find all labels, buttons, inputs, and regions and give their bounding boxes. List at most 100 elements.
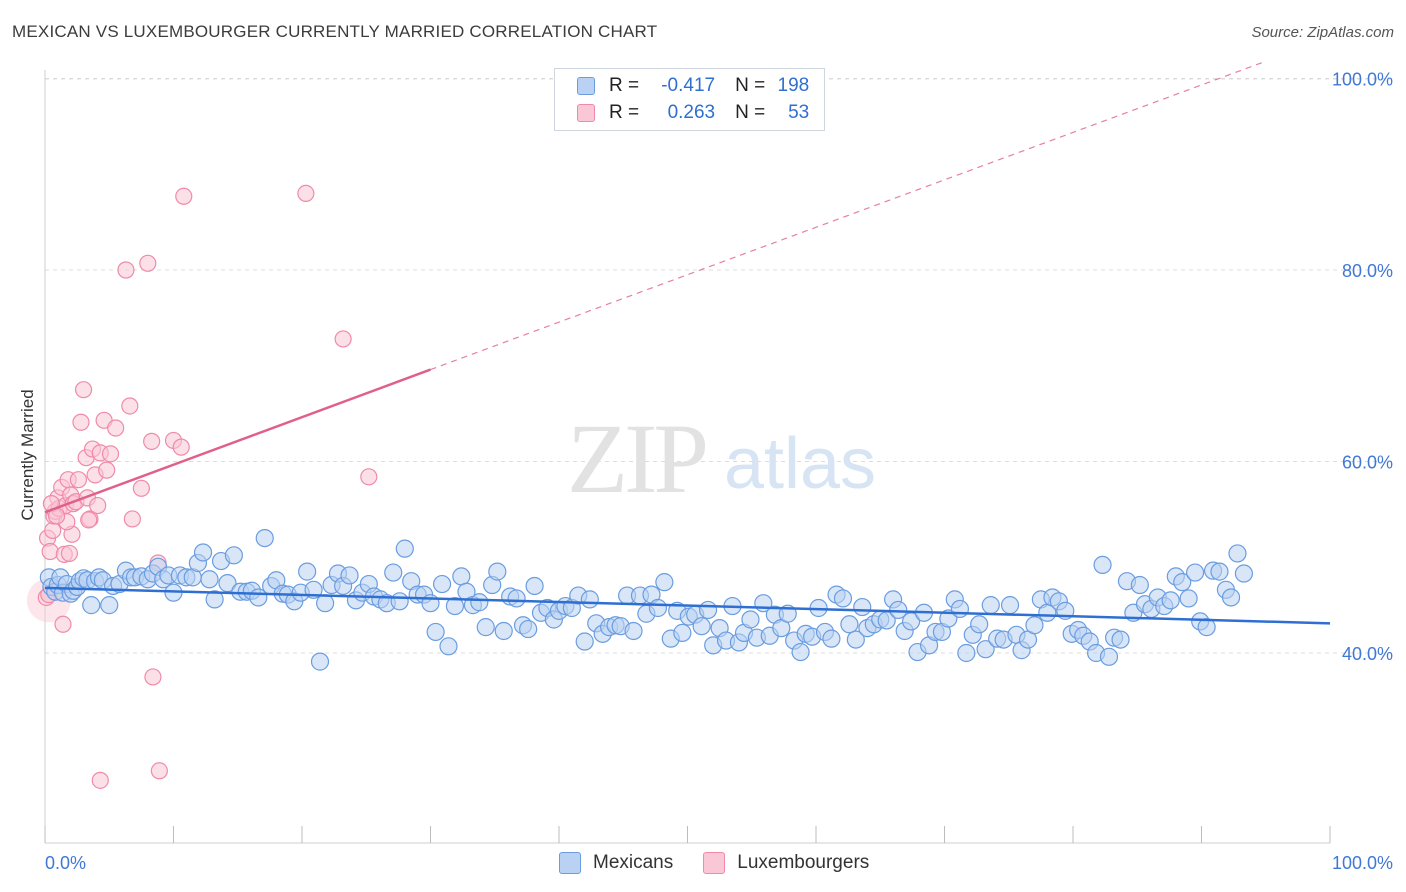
luxembourgers-point [297,184,315,202]
watermark: ZIP atlas [567,403,876,514]
luxembourgers-trend-extension [430,60,1266,371]
mexicans-point [205,590,224,609]
legend-swatch-mexicans [577,77,595,95]
y-tick-label: 80.0% [1342,261,1393,281]
legend-r-value: -0.417 [661,75,716,96]
axes [44,70,1331,844]
legend-n-label: N = [735,102,766,123]
mexicans-point [384,563,403,582]
mexicans-point [1210,562,1229,581]
mexicans-point [470,593,489,612]
mexicans-point [452,567,471,586]
mexicans-point [692,617,711,636]
mexicans-point [840,615,859,634]
mexicans-point [432,574,452,594]
luxembourgers-point [98,461,116,479]
luxembourgers-point [89,496,107,515]
mexicans-point [1093,555,1112,575]
mexicans-point [1025,616,1044,635]
chart-title: MEXICAN VS LUXEMBOURGER CURRENTLY MARRIE… [12,22,658,41]
mexicans-trend-line [44,586,1331,625]
mexicans-point [507,589,526,608]
mexicans-point [648,598,668,618]
mexicans-point [439,637,458,656]
luxembourgers-point [107,419,125,437]
mexicans-point [580,590,599,609]
mexicans-point [1099,647,1119,666]
mexicans-point [1111,630,1130,649]
mexicans-point [1000,596,1020,615]
mexicans-point [791,642,810,662]
trend-lines [44,60,1331,625]
mexicans-point [1185,563,1205,582]
series-mexicans [39,528,1254,671]
source-note: Source: ZipAtlas.com [1251,24,1394,41]
legend-label-mexicans: Mexicans [593,852,674,873]
mexicans-point [82,596,101,615]
y-tick-label: 100.0% [1332,70,1393,90]
luxembourgers-point [121,397,139,415]
mexicans-point [950,599,970,619]
luxembourgers-point [60,544,79,563]
legend-row-mexicans: R = -0.417 N = 198 [577,73,809,99]
mexicans-point [970,615,989,634]
mexicans-point [340,566,359,585]
mexicans-point [200,570,219,589]
legend-r-label: R = [609,75,640,96]
mexicans-point [1197,618,1216,637]
luxembourgers-point [143,432,161,450]
luxembourgers-point [132,479,150,497]
mexicans-point [316,594,335,613]
luxembourgers-point [72,413,90,431]
mexicans-point [957,643,976,663]
mexicans-point [193,543,213,562]
luxembourgers-point [101,445,120,463]
mexicans-point [698,600,718,620]
mexicans-point [833,589,853,608]
watermark-atlas: atlas [724,424,876,504]
luxembourgers-point [175,187,193,205]
mexicans-point [741,610,760,629]
mexicans-point [1228,544,1247,563]
series-luxembourgers [26,184,378,789]
luxembourgers-point [360,468,378,486]
luxembourgers-point [139,254,157,272]
x-tick-label: 100.0% [1332,853,1393,873]
mexicans-point [1221,588,1241,607]
mexicans-point [494,621,513,641]
mexicans-point [426,622,445,642]
series-legend: Mexicans Luxembourgers [559,852,899,874]
mexicans-point [673,623,692,642]
mexicans-point [255,528,274,548]
legend-r-value: 0.263 [667,102,716,123]
luxembourgers-point [334,330,352,348]
legend-row-luxembourgers: R = 0.263 N = 53 [577,100,809,126]
y-tick-label: 60.0% [1342,453,1393,473]
mexicans-point [218,574,237,593]
luxembourgers-point [144,668,162,686]
legend-n-value: 198 [777,75,810,96]
luxembourgers-point [74,381,93,399]
mexicans-point [390,592,409,611]
mexicans-point [1130,575,1149,595]
mexicans-point [310,652,330,671]
mexicans-point [981,596,1000,615]
luxembourgers-point [91,771,109,789]
mexicans-point [395,539,414,558]
mexicans-point [445,596,465,616]
mexicans-point [822,629,841,648]
legend-item-mexicans[interactable]: Mexicans [559,852,673,874]
x-tick-label: 0.0% [45,853,86,873]
legend-r-label: R = [609,102,640,123]
legend-n-value: 53 [788,102,810,123]
y-tick-label: 40.0% [1342,644,1393,664]
mexicans-point [1179,589,1198,608]
legend-item-luxembourgers[interactable]: Luxembourgers [703,852,869,874]
mexicans-point [624,621,643,641]
mexicans-point [976,640,995,659]
mexicans-point [853,597,872,617]
mexicans-point [525,576,544,596]
luxembourgers-point [41,542,59,561]
luxembourgers-point [69,471,88,489]
